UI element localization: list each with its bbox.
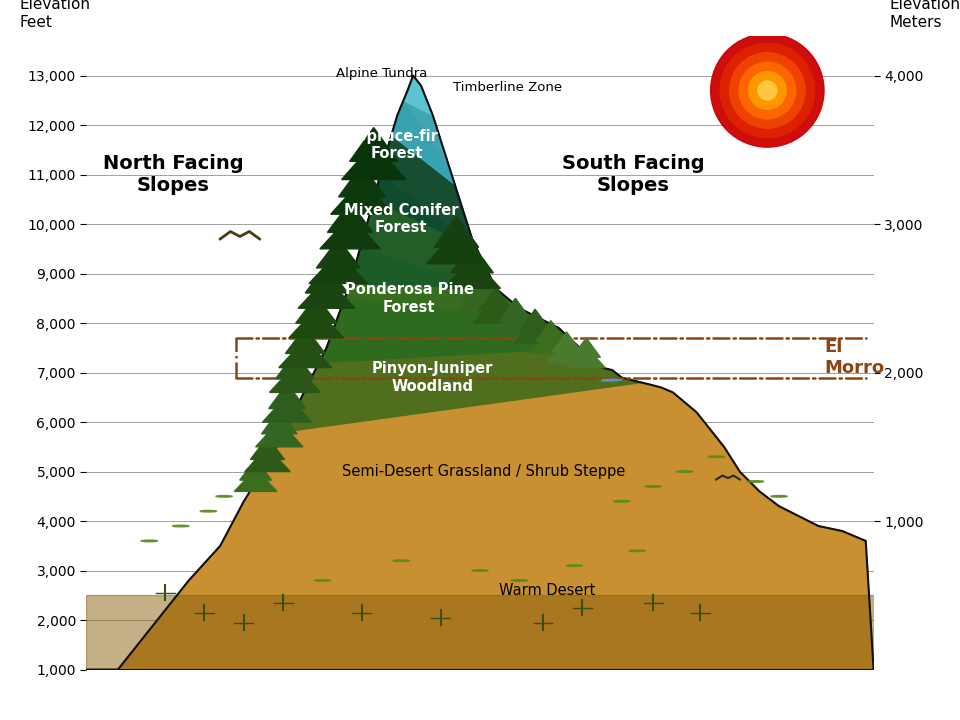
Polygon shape (141, 540, 157, 541)
Polygon shape (251, 437, 284, 459)
Polygon shape (708, 456, 725, 458)
Polygon shape (512, 580, 528, 581)
Polygon shape (677, 471, 693, 472)
Text: El
Morro: El Morro (825, 338, 885, 377)
Polygon shape (434, 217, 479, 247)
Polygon shape (319, 249, 580, 363)
Polygon shape (173, 525, 189, 527)
Polygon shape (86, 76, 874, 670)
Polygon shape (645, 485, 661, 487)
Polygon shape (392, 76, 455, 184)
Polygon shape (479, 287, 513, 310)
Polygon shape (552, 332, 582, 352)
Polygon shape (320, 216, 380, 249)
Ellipse shape (749, 71, 786, 109)
Polygon shape (261, 410, 297, 434)
Polygon shape (342, 143, 406, 179)
Polygon shape (451, 244, 493, 273)
Polygon shape (349, 127, 397, 161)
Polygon shape (270, 364, 321, 392)
Polygon shape (299, 278, 355, 308)
Text: Pinyon-Juniper
Woodland: Pinyon-Juniper Woodland (372, 361, 493, 394)
Polygon shape (269, 384, 305, 408)
Polygon shape (350, 174, 495, 289)
Text: Ponderosa Pine
Forest: Ponderosa Pine Forest (345, 282, 473, 315)
Text: Alpine Tundra: Alpine Tundra (336, 67, 427, 80)
Polygon shape (240, 459, 272, 480)
Ellipse shape (739, 62, 796, 119)
Polygon shape (602, 379, 622, 381)
Polygon shape (284, 298, 641, 432)
Polygon shape (771, 495, 787, 498)
Polygon shape (463, 276, 497, 300)
Polygon shape (493, 309, 538, 333)
Polygon shape (86, 595, 874, 670)
Polygon shape (748, 481, 764, 482)
Polygon shape (263, 395, 312, 422)
Polygon shape (567, 347, 605, 368)
Polygon shape (289, 308, 344, 338)
Polygon shape (472, 570, 489, 572)
Polygon shape (531, 330, 571, 353)
Text: Mixed Conifer
Forest: Mixed Conifer Forest (344, 203, 459, 235)
Polygon shape (572, 338, 600, 357)
Polygon shape (444, 257, 500, 289)
Ellipse shape (710, 34, 824, 147)
Polygon shape (285, 327, 325, 354)
Ellipse shape (757, 81, 777, 100)
Polygon shape (296, 296, 337, 323)
Text: Elevation
Feet: Elevation Feet (19, 0, 90, 30)
Polygon shape (403, 76, 433, 115)
Polygon shape (315, 580, 331, 581)
Text: Elevation
Meters: Elevation Meters (889, 0, 960, 30)
Polygon shape (309, 252, 368, 284)
Polygon shape (216, 495, 232, 498)
Polygon shape (566, 564, 583, 567)
Polygon shape (317, 239, 360, 268)
Polygon shape (327, 202, 372, 233)
Text: Warm Desert: Warm Desert (499, 583, 595, 598)
Polygon shape (536, 320, 566, 341)
Polygon shape (234, 469, 276, 491)
Polygon shape (456, 287, 504, 313)
Ellipse shape (720, 43, 814, 138)
Polygon shape (394, 560, 410, 562)
Text: North Facing
Slopes: North Facing Slopes (103, 154, 243, 195)
Polygon shape (514, 320, 557, 343)
Polygon shape (630, 550, 646, 552)
Text: Timberline Zone: Timberline Zone (453, 81, 563, 94)
Polygon shape (373, 100, 477, 249)
Polygon shape (201, 510, 217, 512)
Polygon shape (305, 265, 348, 293)
Polygon shape (519, 309, 551, 331)
Polygon shape (278, 339, 332, 368)
Polygon shape (331, 179, 393, 214)
Polygon shape (499, 298, 532, 321)
Polygon shape (426, 231, 486, 264)
Ellipse shape (730, 53, 805, 128)
Polygon shape (339, 165, 385, 197)
Text: South Facing
Slopes: South Facing Slopes (563, 154, 705, 195)
Text: Semi-Desert Grassland / Shrub Steppe: Semi-Desert Grassland / Shrub Steppe (343, 464, 626, 479)
Polygon shape (473, 298, 518, 323)
Polygon shape (547, 341, 587, 363)
Polygon shape (245, 447, 290, 472)
Polygon shape (613, 500, 630, 502)
Text: Spruce-fir
Forest: Spruce-fir Forest (356, 129, 439, 161)
Polygon shape (255, 421, 303, 447)
Polygon shape (276, 353, 314, 379)
